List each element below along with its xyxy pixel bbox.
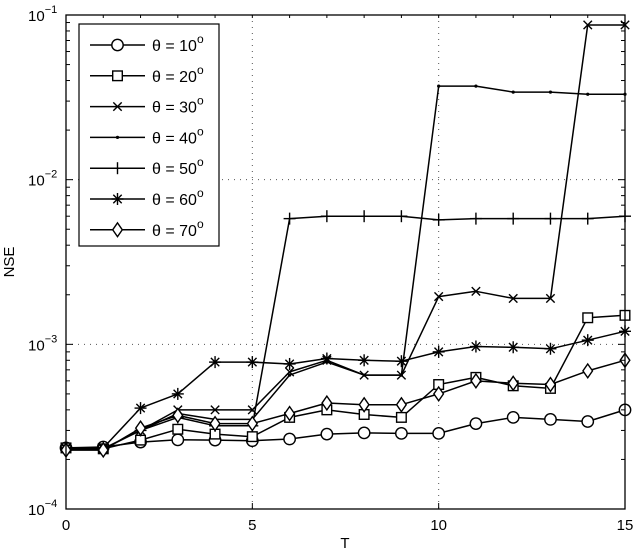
grid-lines: [66, 15, 625, 509]
x-axis-label: T: [340, 535, 349, 552]
legend: θ = 10o θ = 20o θ = 30o θ = 40o θ = 50o θ = 6…: [78, 23, 220, 247]
x-axis-ticks: 0 5 10 15: [62, 503, 634, 534]
legend-label: θ = 70o: [152, 217, 204, 240]
legend-item: θ = 70o: [90, 217, 204, 240]
legend-label: θ = 30o: [152, 94, 204, 117]
series-lines: [59, 20, 632, 459]
y-tick-label: 10−4: [28, 498, 57, 519]
x-tick-label: 5: [248, 517, 256, 534]
y-tick-label: 10−3: [28, 333, 57, 354]
legend-box: [78, 23, 220, 247]
y-axis-ticks: 10−4 10−3 10−2 10−1: [28, 4, 625, 519]
legend-label: θ = 60o: [152, 186, 204, 209]
legend-item: θ = 60o: [90, 186, 204, 209]
legend-item: θ = 50o: [90, 155, 204, 178]
plot-area-frame: [65, 14, 626, 510]
y-tick-label: 10−2: [28, 169, 57, 190]
series-line: [60, 309, 631, 455]
series-line: [60, 352, 631, 459]
y-axis-label: NSE: [1, 247, 18, 278]
legend-label: θ = 50o: [152, 155, 204, 178]
legend-label: θ = 40o: [152, 124, 204, 147]
x-tick-label: 0: [62, 517, 70, 534]
x-tick-label: 15: [617, 517, 634, 534]
y-tick-label: 10−1: [28, 4, 57, 25]
legend-item: θ = 10o: [90, 32, 204, 55]
legend-label: θ = 20o: [152, 63, 204, 86]
legend-item: θ = 40o: [90, 124, 204, 147]
legend-label: θ = 10o: [152, 32, 204, 55]
legend-item: θ = 30o: [90, 94, 204, 117]
x-tick-label: 10: [430, 517, 447, 534]
legend-item: θ = 20o: [90, 63, 204, 86]
minor-ticks: [65, 15, 626, 460]
